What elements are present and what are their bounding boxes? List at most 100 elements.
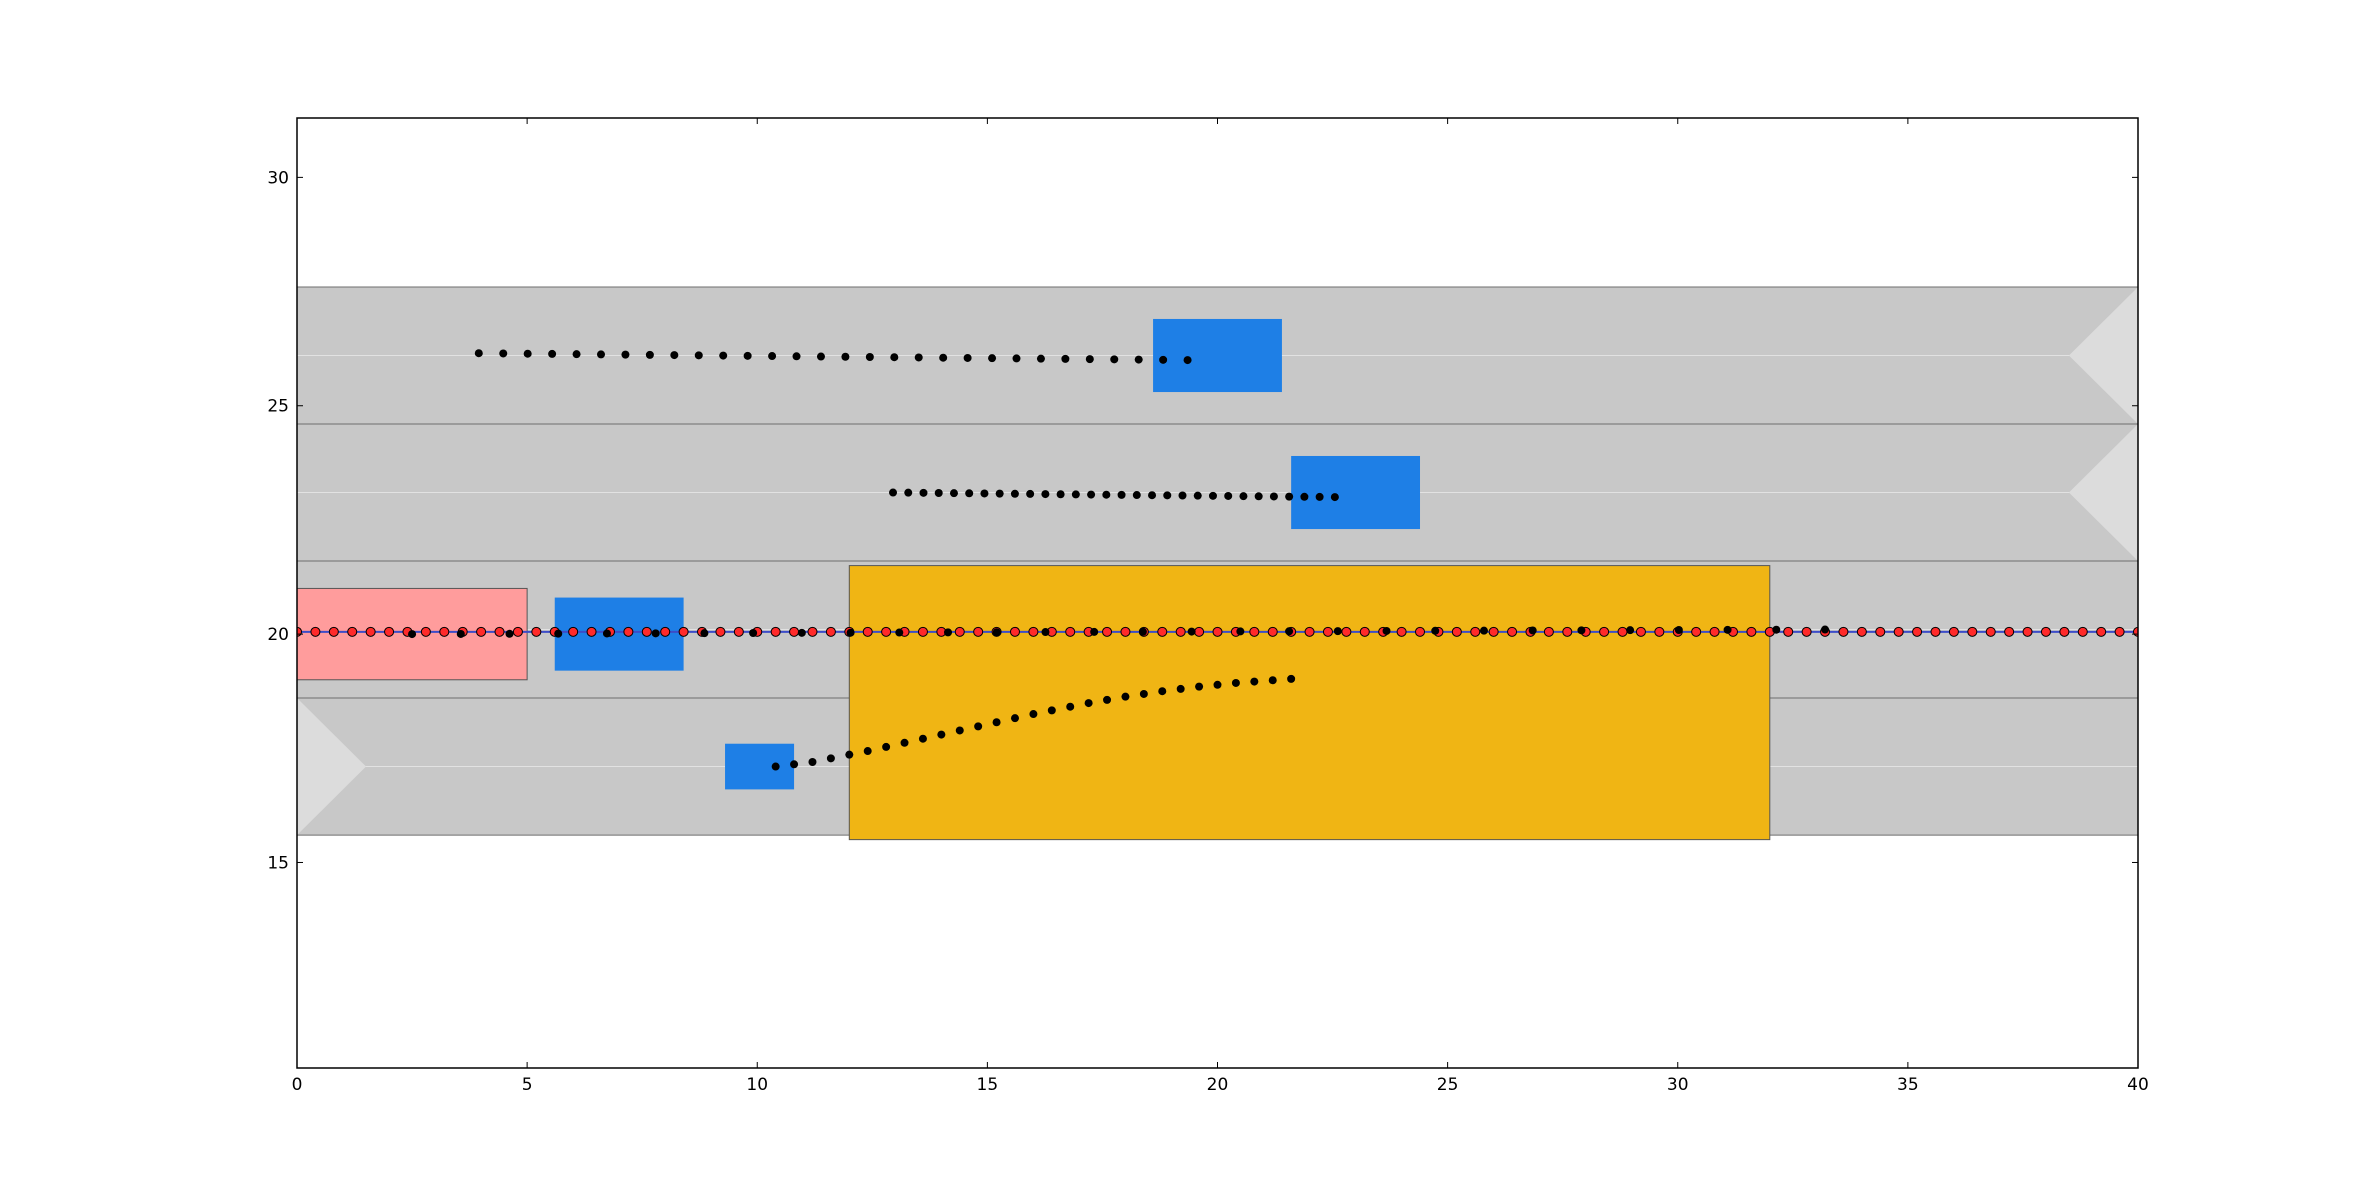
ego-path-point (494, 626, 505, 637)
ego-path-point (1267, 626, 1278, 637)
lane-arrow-right-0 (297, 698, 367, 836)
ego-path-point (715, 626, 726, 637)
prediction-point-3 (1121, 692, 1130, 701)
x-tick-label: 20 (1207, 1075, 1229, 1095)
ego-path-point (1617, 626, 1628, 637)
prediction-point-1 (1208, 491, 1217, 500)
prediction-point-3 (1287, 674, 1296, 683)
x-tick-label: 25 (1437, 1075, 1459, 1095)
prediction-point-2 (700, 629, 709, 638)
ego-path-point (2114, 626, 2125, 637)
ego-path-point (1175, 626, 1186, 637)
ego-path-point (623, 626, 634, 637)
prediction-point-0 (474, 349, 483, 358)
ego-path-point (2022, 626, 2033, 637)
prediction-point-2 (895, 628, 904, 637)
ego-path-point (586, 626, 597, 637)
prediction-point-1 (934, 488, 943, 497)
ego-path-point (862, 626, 873, 637)
ego-path-point (439, 626, 450, 637)
prediction-point-2 (749, 629, 758, 638)
ego-path-point (365, 626, 376, 637)
ego-path-point (1856, 626, 1867, 637)
prediction-point-1 (1178, 491, 1187, 500)
prediction-point-3 (955, 726, 964, 735)
prediction-point-2 (1431, 626, 1440, 635)
prediction-point-3 (1268, 676, 1277, 685)
prediction-point-3 (1176, 684, 1185, 693)
prediction-point-2 (1333, 627, 1342, 636)
prediction-point-2 (1138, 627, 1147, 636)
ego-path-point (1341, 626, 1352, 637)
prediction-point-2 (1674, 626, 1683, 635)
prediction-point-2 (797, 628, 806, 637)
ego-path-point (770, 626, 781, 637)
prediction-point-0 (1061, 354, 1070, 363)
ego-path-point (1875, 626, 1886, 637)
prediction-point-3 (845, 750, 854, 759)
prediction-point-2 (408, 630, 417, 639)
prediction-point-2 (602, 629, 611, 638)
x-tick-label: 30 (1667, 1075, 1689, 1095)
prediction-point-1 (1148, 491, 1157, 500)
ego-path-point (1359, 626, 1370, 637)
prediction-point-2 (651, 629, 660, 638)
prediction-point-1 (1330, 493, 1339, 502)
ego-path-point (1654, 626, 1665, 637)
ego-path-point (347, 626, 358, 637)
prediction-point-3 (808, 757, 817, 766)
vehicles-layer (297, 318, 1771, 841)
ego-path-point (1709, 626, 1720, 637)
prediction-point-1 (1224, 491, 1233, 500)
y-tick-label: 25 (267, 397, 289, 417)
prediction-point-0 (1183, 356, 1192, 365)
prediction-point-2 (1577, 626, 1586, 635)
ego-path-point (807, 626, 818, 637)
prediction-point-0 (792, 352, 801, 361)
prediction-point-1 (889, 488, 898, 497)
ego-path-point (1635, 626, 1646, 637)
prediction-point-1 (1193, 491, 1202, 500)
ego-path-point (1415, 626, 1426, 637)
prediction-point-2 (1285, 627, 1294, 636)
prediction-point-1 (1163, 491, 1172, 500)
ego-path-point (954, 626, 965, 637)
ego-path-point (512, 626, 523, 637)
ego-path-point (660, 626, 671, 637)
y-tick-label: 20 (267, 625, 289, 645)
ego-path-point (917, 626, 928, 637)
ego-path-point (2096, 626, 2107, 637)
prediction-point-1 (1117, 490, 1126, 499)
prediction-point-0 (1110, 355, 1119, 364)
prediction-point-2 (1041, 628, 1050, 637)
prediction-point-3 (863, 747, 872, 756)
prediction-point-3 (1066, 702, 1075, 711)
prediction-point-0 (670, 351, 679, 360)
prediction-point-1 (1010, 489, 1019, 498)
prediction-point-1 (949, 489, 958, 498)
prediction-point-0 (523, 349, 532, 358)
prediction-point-3 (900, 738, 909, 747)
ego-path-point (678, 626, 689, 637)
ego-path-point (1120, 626, 1131, 637)
prediction-point-2 (1187, 627, 1196, 636)
ego-path-point (1930, 626, 1941, 637)
prediction-point-0 (963, 353, 972, 362)
prediction-point-1 (919, 488, 928, 497)
ego-path-point (1304, 626, 1315, 637)
ego-path-point (310, 626, 321, 637)
prediction-point-0 (1134, 355, 1143, 364)
prediction-point-0 (499, 349, 508, 358)
prediction-point-3 (1103, 695, 1112, 704)
ego-path-point (1838, 626, 1849, 637)
prediction-point-1 (1285, 492, 1294, 501)
prediction-point-2 (1821, 625, 1830, 634)
prediction-point-1 (1071, 490, 1080, 499)
ego-path-point (1488, 626, 1499, 637)
ego-path-point (1562, 626, 1573, 637)
prediction-point-0 (597, 350, 606, 359)
prediction-point-1 (1269, 492, 1278, 501)
prediction-point-3 (937, 730, 946, 739)
ego-path-point (1543, 626, 1554, 637)
